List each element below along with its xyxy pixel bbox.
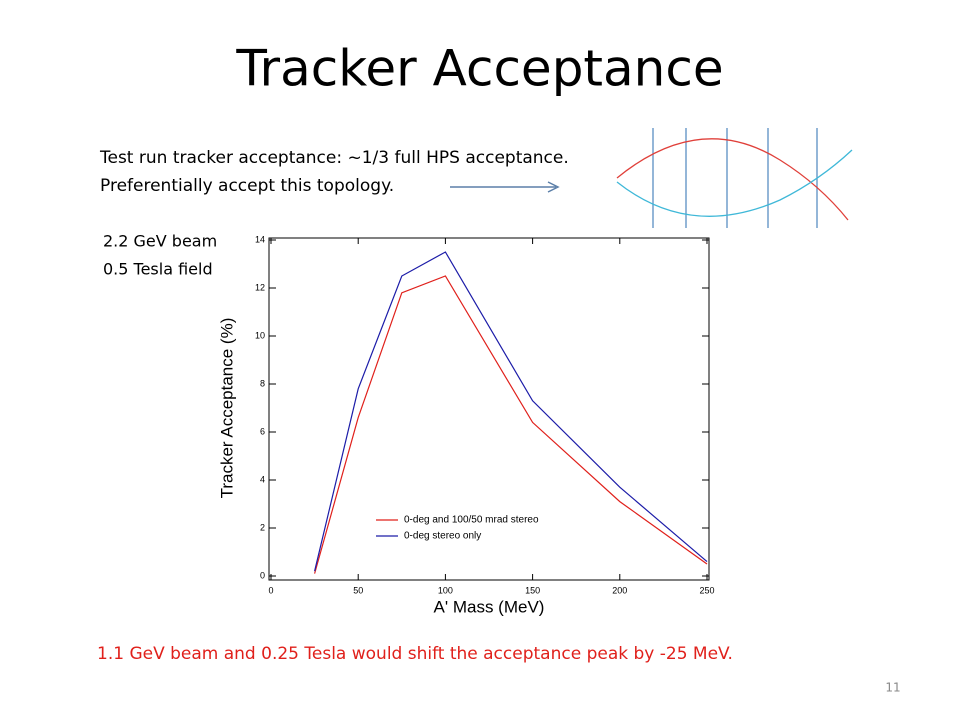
note: Test run tracker acceptance: ~1/3 full H… (99, 148, 569, 168)
condition: 0.5 Tesla field (103, 260, 213, 279)
y-tick-label: 2 (260, 522, 265, 532)
y-tick-label: 6 (260, 426, 265, 436)
plot-frame (268, 237, 710, 581)
x-tick-label: 200 (612, 585, 627, 595)
y-tick-label: 8 (260, 378, 265, 388)
y-axis-label: Tracker Acceptance (%) (217, 318, 236, 499)
series-line (314, 251, 708, 572)
x-tick-label: 150 (525, 585, 540, 595)
x-tick-label: 250 (699, 585, 714, 595)
y-tick-label: 14 (255, 234, 265, 244)
x-axis-label: A' Mass (MeV) (434, 597, 545, 616)
page-number: 11 (885, 681, 900, 695)
arrow (450, 181, 560, 193)
series-line (314, 275, 708, 574)
x-tick-label: 100 (438, 585, 453, 595)
x-tick-label: 50 (353, 585, 363, 595)
x-tick-label: 0 (268, 585, 273, 595)
y-tick-label: 10 (255, 330, 265, 340)
y-tick-label: 12 (255, 282, 265, 292)
y-tick-label: 0 (260, 570, 265, 580)
slide-title: Tracker Acceptance (235, 40, 723, 98)
note: Preferentially accept this topology. (100, 176, 394, 196)
footer-note: 1.1 GeV beam and 0.25 Tesla would shift … (97, 644, 733, 664)
legend-label: 0-deg stereo only (404, 531, 481, 542)
plot: 0 50 100 150 200 250 0 2 4 6 8 10 12 14 A' Mass (MeV) T… (217, 234, 714, 616)
condition: 2.2 GeV beam (103, 232, 217, 251)
legend-label: 0-deg and 100/50 mrad stereo (404, 515, 539, 526)
topology-diagram (616, 128, 853, 228)
y-tick-label: 4 (260, 474, 265, 484)
